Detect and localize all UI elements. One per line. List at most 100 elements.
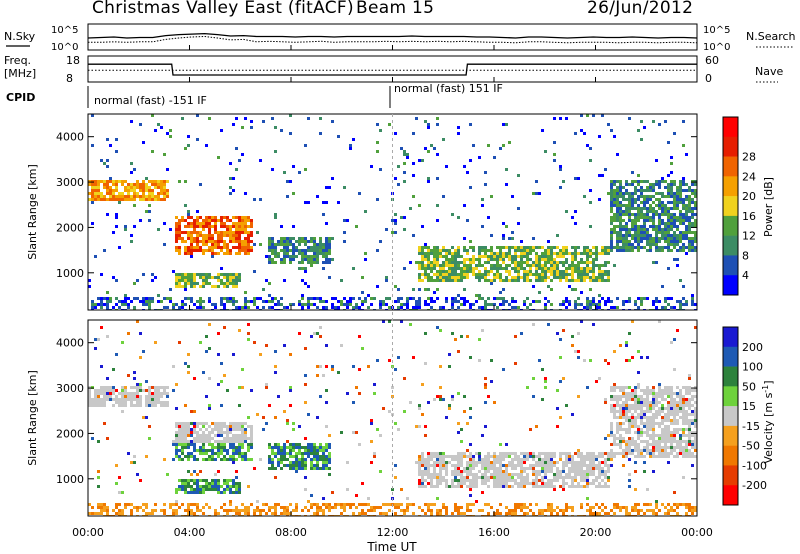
heat-cell (523, 270, 526, 273)
heat-cell (427, 506, 430, 509)
heat-cell (430, 144, 433, 147)
heat-cell (286, 243, 289, 246)
heat-cell (520, 464, 523, 467)
heat-cell (646, 395, 649, 398)
heat-cell (310, 261, 313, 264)
heat-cell (619, 186, 622, 189)
heat-cell (535, 267, 538, 270)
heat-cell (598, 476, 601, 479)
heat-cell (226, 389, 229, 392)
heat-cell (619, 246, 622, 249)
heat-cell (214, 485, 217, 488)
colorbar-tick-label: 12 (742, 230, 756, 243)
heat-cell (292, 225, 295, 228)
heat-cell (664, 237, 667, 240)
heat-cell (451, 458, 454, 461)
heat-cell (499, 470, 502, 473)
heat-cell (631, 204, 634, 207)
heat-cell (238, 249, 241, 252)
heat-cell (553, 485, 556, 488)
heat-cell (316, 506, 319, 509)
heat-cell (643, 389, 646, 392)
heat-cell (124, 404, 127, 407)
heat-cell (190, 503, 193, 506)
heat-cell (523, 255, 526, 258)
heat-cell (430, 297, 433, 300)
heat-cell (607, 273, 610, 276)
heat-cell (664, 306, 667, 309)
heat-cell (577, 467, 580, 470)
heat-cell (166, 404, 169, 407)
heat-cell (481, 198, 484, 201)
heat-cell (175, 228, 178, 231)
heat-cell (187, 440, 190, 443)
heat-cell (307, 446, 310, 449)
heat-cell (400, 303, 403, 306)
heat-cell (331, 177, 334, 180)
heat-cell (535, 276, 538, 279)
heat-cell (628, 359, 631, 362)
heat-cell (532, 464, 535, 467)
heat-cell (472, 482, 475, 485)
heat-cell (445, 252, 448, 255)
heat-cell (196, 440, 199, 443)
heat-cell (475, 300, 478, 303)
heat-cell (628, 425, 631, 428)
heat-cell (670, 171, 673, 174)
heat-cell (658, 219, 661, 222)
heat-cell (589, 464, 592, 467)
heat-cell (577, 461, 580, 464)
heat-cell (448, 407, 451, 410)
heat-cell (532, 192, 535, 195)
heat-cell (238, 455, 241, 458)
heat-cell (463, 270, 466, 273)
heat-cell (436, 258, 439, 261)
heat-cell (451, 470, 454, 473)
heat-cell (322, 201, 325, 204)
heat-cell (175, 303, 178, 306)
heat-cell (238, 216, 241, 219)
heat-cell (676, 219, 679, 222)
heat-cell (583, 249, 586, 252)
heat-cell (283, 243, 286, 246)
heat-cell (577, 270, 580, 273)
heat-cell (634, 488, 637, 491)
heat-cell (448, 279, 451, 282)
heat-cell (637, 398, 640, 401)
heat-cell (409, 207, 412, 210)
heat-cell (109, 192, 112, 195)
heat-cell (238, 446, 241, 449)
heat-cell (601, 249, 604, 252)
heat-cell (439, 395, 442, 398)
heat-cell (328, 249, 331, 252)
heat-cell (229, 437, 232, 440)
heat-cell (211, 443, 214, 446)
heat-cell (502, 458, 505, 461)
heat-cell (157, 183, 160, 186)
heat-cell (304, 237, 307, 240)
heat-cell (325, 461, 328, 464)
heat-cell (541, 279, 544, 282)
heat-cell (634, 225, 637, 228)
heat-cell (559, 168, 562, 171)
heat-cell (673, 243, 676, 246)
heat-cell (115, 512, 118, 515)
heat-cell (556, 332, 559, 335)
heat-cell (199, 222, 202, 225)
heat-cell (238, 243, 241, 246)
heat-cell (664, 180, 667, 183)
heat-cell (475, 276, 478, 279)
heat-cell (184, 485, 187, 488)
heat-cell (427, 503, 430, 506)
heat-cell (685, 183, 688, 186)
heat-cell (547, 470, 550, 473)
heat-cell (580, 276, 583, 279)
heat-cell (670, 243, 673, 246)
heat-cell (205, 428, 208, 431)
heat-cell (526, 386, 529, 389)
heat-cell (199, 234, 202, 237)
heat-cell (184, 297, 187, 300)
heat-cell (688, 189, 691, 192)
heat-cell (646, 231, 649, 234)
heat-cell (352, 297, 355, 300)
